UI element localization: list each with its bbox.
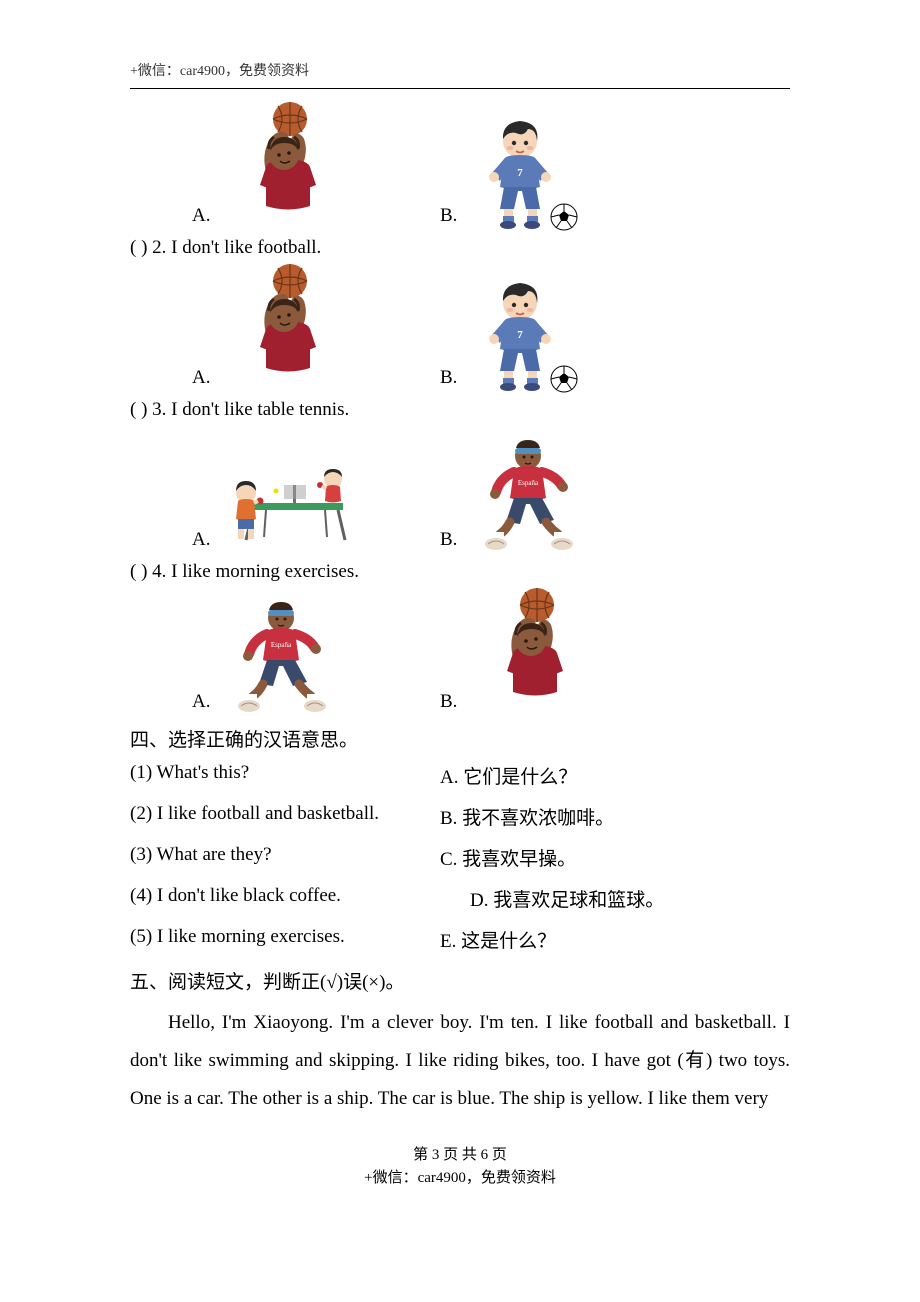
q1-option-b: B.: [440, 101, 595, 231]
match-row-3: (3) What are they? C. 我喜欢早操。: [130, 844, 790, 871]
football-boy-icon: [465, 101, 595, 231]
option-label-a: A.: [192, 205, 210, 231]
match-left-4: (4) I don't like black coffee.: [130, 885, 440, 912]
basketball-boy-icon: [218, 263, 348, 393]
option-label-b: B.: [440, 529, 457, 555]
option-label-a: A.: [192, 367, 210, 393]
footer-wechat: +微信：car4900，免费领资料: [130, 1167, 790, 1190]
q2-options-row: A. B.: [130, 263, 790, 393]
running-boy-icon: [218, 587, 348, 717]
basketball-boy-icon: [218, 101, 348, 231]
match-row-1: (1) What's this? A. 它们是什么？: [130, 762, 790, 789]
option-label-b: B.: [440, 205, 457, 231]
match-left-3: (3) What are they?: [130, 844, 440, 871]
match-row-4: (4) I don't like black coffee. D. 我喜欢足球和…: [130, 885, 790, 912]
basketball-boy-icon: [465, 587, 595, 717]
match-right-e: E. 这是什么？: [440, 926, 790, 953]
table-tennis-icon: [218, 425, 368, 555]
q3-options-row: A. B.: [130, 425, 790, 555]
q4-options-row: A. B.: [130, 587, 790, 717]
q1-options-row: A. B.: [130, 101, 790, 231]
match-right-b: B. 我不喜欢浓咖啡。: [440, 803, 790, 830]
option-label-b: B.: [440, 367, 457, 393]
option-label-b: B.: [440, 691, 457, 717]
match-right-d: D. 我喜欢足球和篮球。: [440, 885, 790, 912]
q1-option-a: A.: [130, 101, 440, 231]
match-right-a: A. 它们是什么？: [440, 762, 790, 789]
q3-prompt: ( ) 3. I don't like table tennis.: [130, 399, 790, 421]
option-label-a: A.: [192, 691, 210, 717]
q4-option-b: B.: [440, 587, 595, 717]
match-left-2: (2) I like football and basketball.: [130, 803, 440, 830]
section4-title: 四、选择正确的汉语意思。: [130, 725, 790, 752]
running-boy-icon: [465, 425, 595, 555]
match-right-c: C. 我喜欢早操。: [440, 844, 790, 871]
page-footer: 第 3 页 共 6 页 +微信：car4900，免费领资料: [130, 1144, 790, 1189]
option-label-a: A.: [192, 529, 210, 555]
header-rule: [130, 88, 790, 89]
q4-option-a: A.: [130, 587, 440, 717]
q3-option-a: A.: [130, 425, 440, 555]
q4-prompt: ( ) 4. I like morning exercises.: [130, 561, 790, 583]
section5-title: 五、阅读短文，判断正(√)误(×)。: [130, 967, 790, 994]
football-boy-icon: [465, 263, 595, 393]
match-left-1: (1) What's this?: [130, 762, 440, 789]
q3-option-b: B.: [440, 425, 595, 555]
page-header: +微信：car4900，免费领资料: [0, 0, 920, 88]
q2-option-a: A.: [130, 263, 440, 393]
section5-passage: Hello, I'm Xiaoyong. I'm a clever boy. I…: [130, 1004, 790, 1118]
footer-page-number: 第 3 页 共 6 页: [130, 1144, 790, 1167]
page-content: A. B. ( ) 2. I don't like football. A. B…: [0, 101, 920, 1189]
q2-prompt: ( ) 2. I don't like football.: [130, 237, 790, 259]
match-row-5: (5) I like morning exercises. E. 这是什么？: [130, 926, 790, 953]
q2-option-b: B.: [440, 263, 595, 393]
match-row-2: (2) I like football and basketball. B. 我…: [130, 803, 790, 830]
match-left-5: (5) I like morning exercises.: [130, 926, 440, 953]
